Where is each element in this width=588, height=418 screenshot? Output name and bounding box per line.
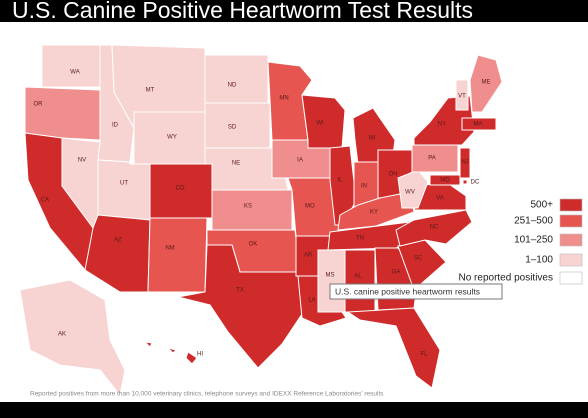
state-label: OK (249, 242, 258, 248)
state-label: AZ (114, 238, 122, 244)
state-label: CA (41, 198, 49, 204)
state-label: WY (167, 135, 177, 141)
state-label: VT (458, 94, 466, 100)
state-shape (97, 159, 151, 221)
state-shape (204, 102, 271, 149)
legend-label: 1–100 (525, 255, 553, 266)
state-label: AL (354, 274, 362, 280)
state-label: NE (232, 161, 240, 167)
state-label: SC (414, 256, 423, 262)
state-label: TN (356, 236, 364, 242)
state-shape (185, 351, 198, 365)
state-label: MN (279, 96, 288, 102)
state-label: OR (34, 102, 44, 108)
legend-swatch (559, 198, 583, 212)
state-label: MS (326, 273, 335, 279)
state-label: TX (236, 288, 244, 294)
state-label: LA (308, 298, 315, 304)
footnote: Reported positives from more than 10,000… (30, 391, 384, 398)
state-shape (346, 307, 441, 389)
state-label: MI (369, 136, 376, 142)
state-label: OH (389, 172, 398, 178)
state-label: MA (474, 122, 483, 128)
legend-swatch (559, 233, 583, 247)
state-label: IN (361, 184, 367, 190)
state-label: MD (440, 178, 450, 184)
state-label: MO (305, 204, 315, 210)
state-label: ID (112, 123, 119, 129)
state-label: IA (297, 158, 303, 164)
state-label: NV (78, 158, 86, 164)
state-shape (461, 117, 497, 131)
state-shape (24, 86, 101, 141)
us-map: WA OR CA NV ID MT WY UT AZ CO NM ND SD NE KS OK TX MN IA MO… (19, 44, 503, 397)
state-shape (429, 174, 461, 186)
state-label: WV (405, 190, 415, 196)
state-label: SD (228, 125, 237, 131)
legend-swatch (559, 214, 583, 228)
state-label: CO (176, 186, 185, 192)
state-shape (19, 279, 126, 397)
state-shape (211, 189, 293, 231)
state-label: FL (420, 352, 428, 358)
state-shape (147, 217, 208, 293)
legend-label: 101–250 (514, 235, 553, 246)
state-label: AR (304, 253, 313, 259)
state-label: KS (244, 204, 252, 210)
state-label: WI (316, 121, 324, 127)
state-label: PA (428, 156, 436, 162)
state-shape (177, 244, 309, 369)
legend: 500+ 251–500 101–250 1–100 No reported posit… (459, 198, 583, 285)
state-shape (166, 347, 177, 354)
state-label: DC (471, 180, 480, 186)
legend-swatch (559, 253, 583, 267)
tooltip-box (329, 283, 503, 300)
state-shape (41, 44, 109, 88)
state-label: HI (197, 352, 203, 358)
title: U.S. Canine Positive Heartworm Test Resu… (12, 0, 473, 23)
bottom-bar (0, 402, 588, 418)
state-shape (469, 54, 503, 113)
state-shape (317, 249, 346, 313)
legend-label: No reported positives (459, 273, 554, 284)
title-bar (0, 0, 588, 22)
state-shape (204, 54, 269, 104)
state-shape (395, 209, 473, 247)
state-shape (84, 214, 151, 293)
state-label: KY (370, 210, 378, 216)
state-label: NC (430, 225, 439, 231)
state-shape (143, 341, 153, 348)
legend-label: 251–500 (514, 216, 553, 227)
state-shape (455, 79, 469, 111)
state-shape (462, 179, 468, 185)
state-label: UT (120, 181, 128, 187)
tooltip: U.S. canine positive heartworm results (329, 283, 503, 300)
state-label: VA (436, 196, 444, 202)
state-label: AK (58, 332, 66, 338)
state-label: ME (482, 80, 491, 86)
state-label: IL (337, 178, 343, 184)
state-label: NM (165, 246, 174, 252)
state-label: NJ (461, 160, 468, 166)
legend-label: 500+ (530, 200, 553, 211)
state-label: MT (146, 88, 155, 94)
tooltip-text: U.S. canine positive heartworm results (335, 286, 480, 296)
state-label: WA (70, 70, 79, 76)
state-label: NY (438, 122, 446, 128)
state-label: GA (392, 270, 401, 276)
state-shape (344, 249, 376, 313)
state-label: ND (228, 83, 237, 89)
state-shape (459, 147, 471, 179)
legend-swatch (559, 271, 583, 285)
